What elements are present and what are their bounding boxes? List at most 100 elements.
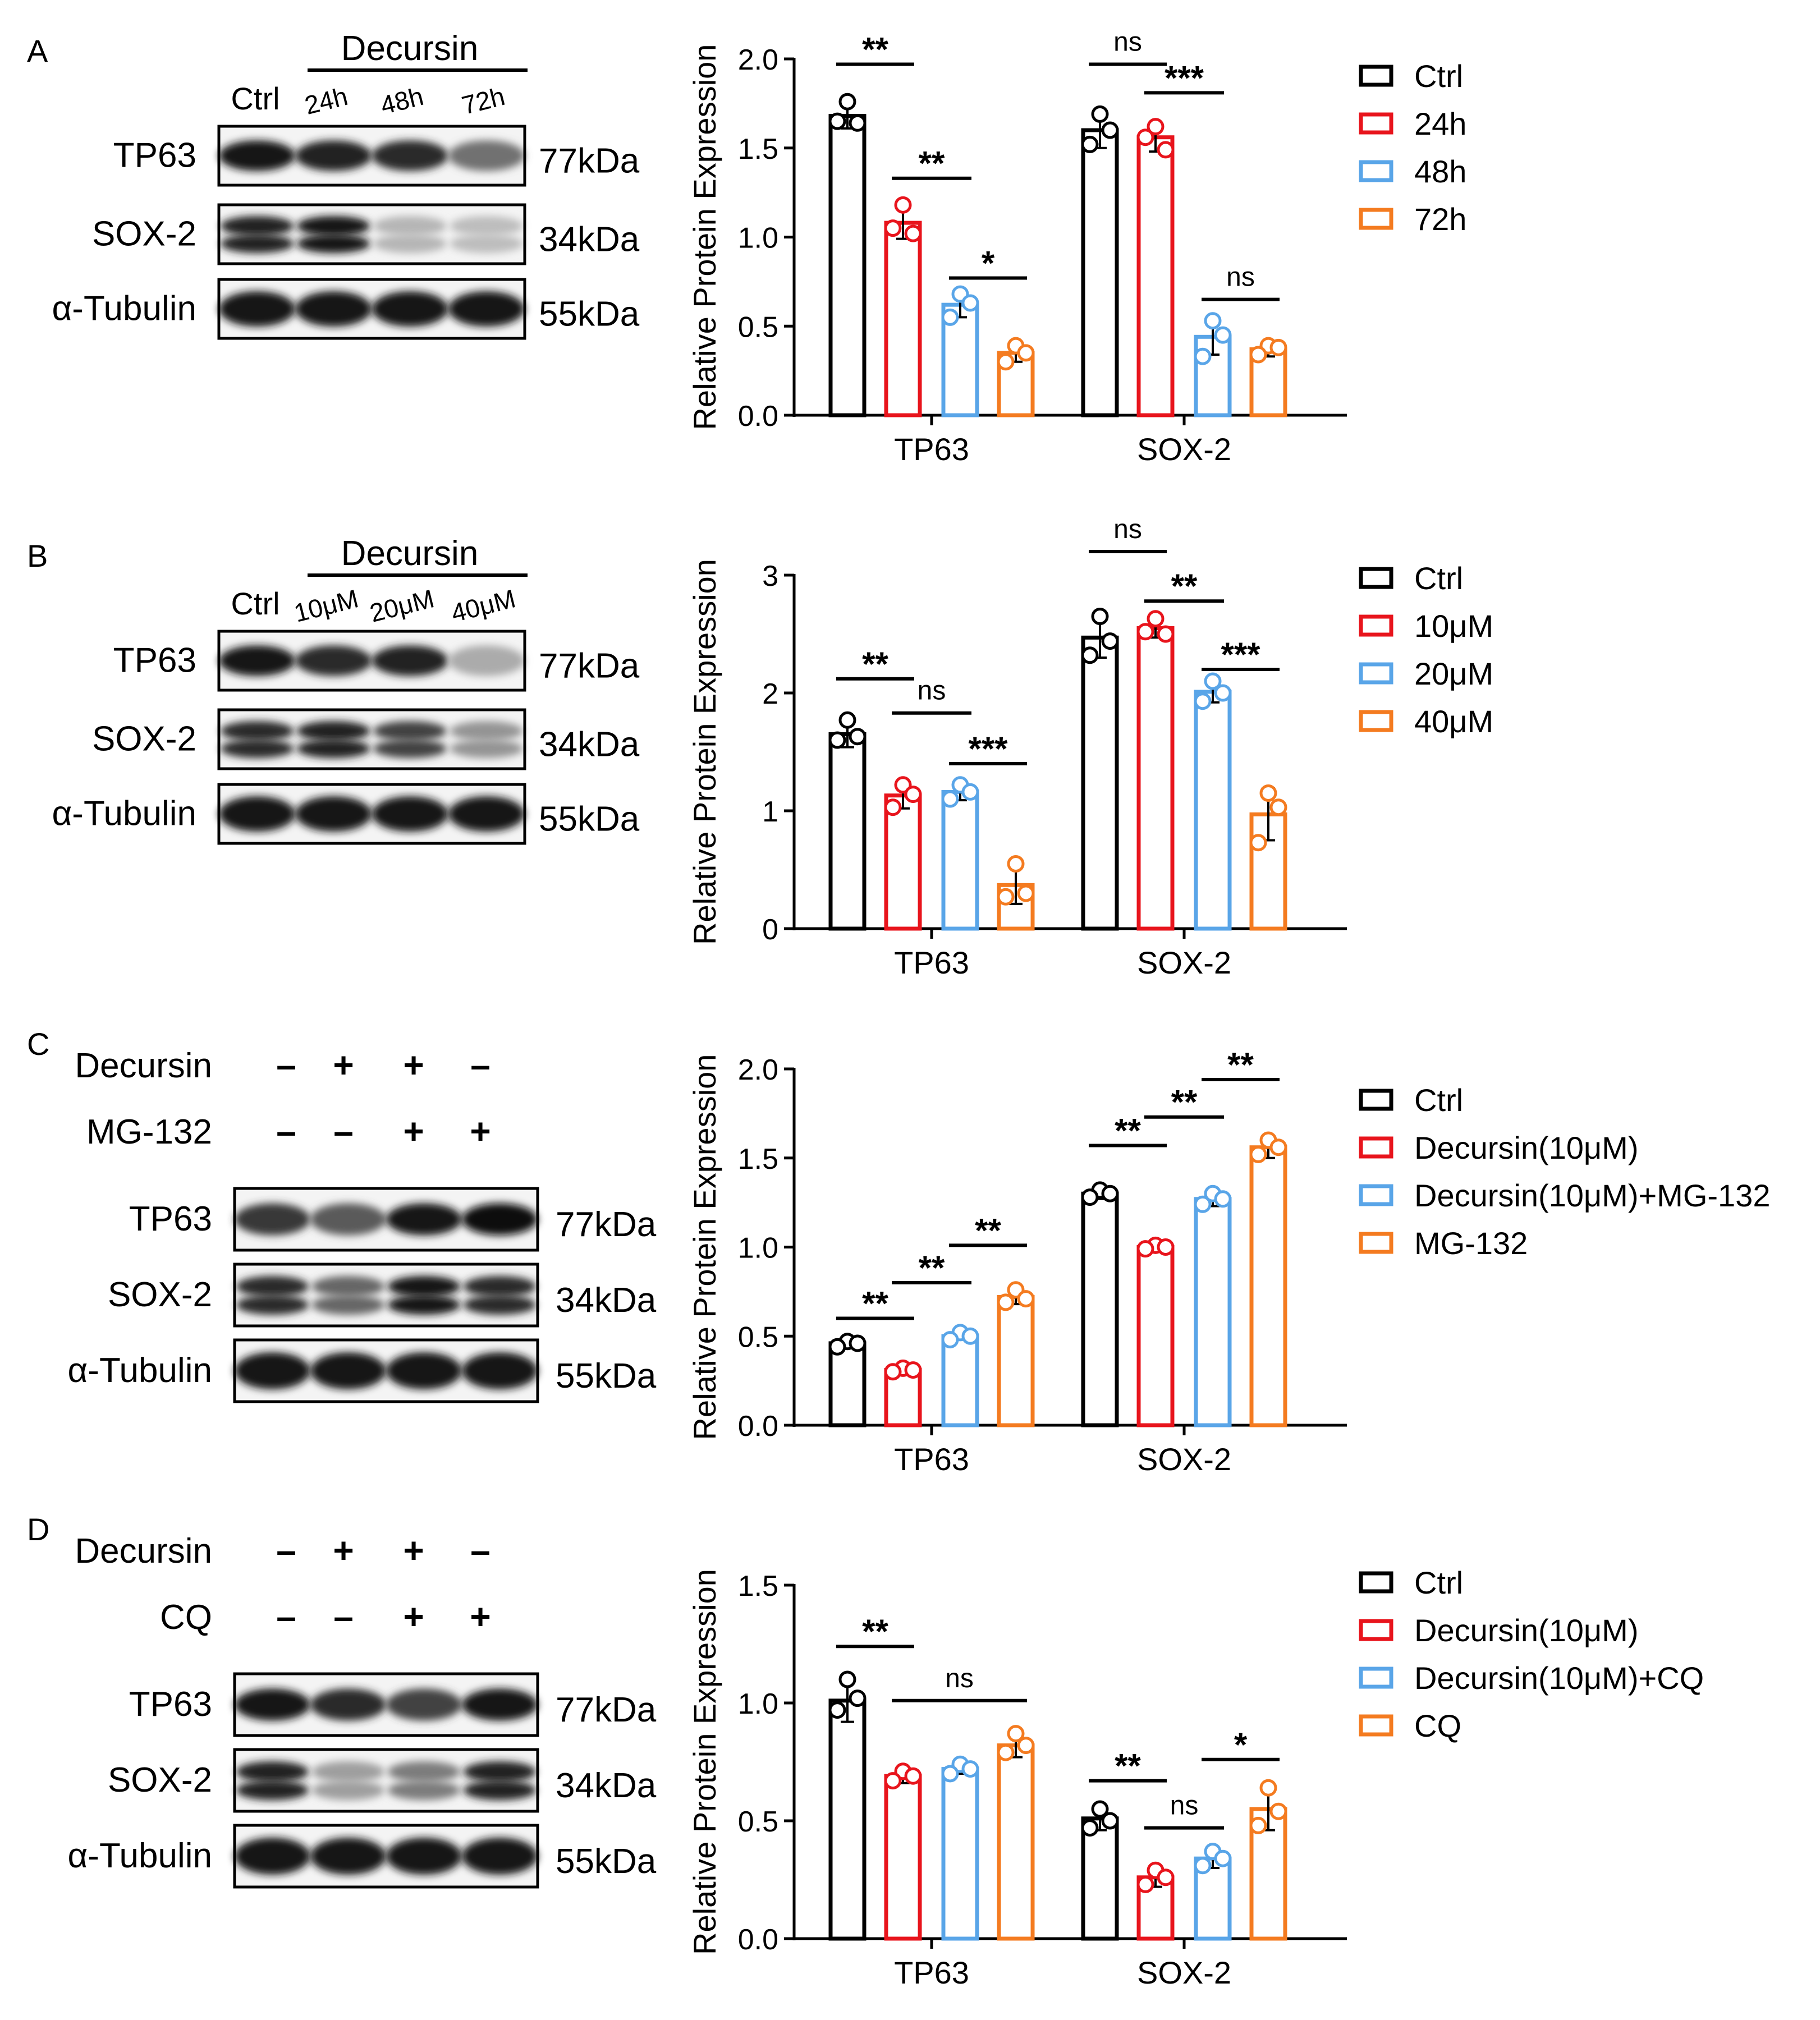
legend-swatch bbox=[1359, 160, 1393, 182]
legend-swatch bbox=[1359, 614, 1393, 637]
data-point bbox=[1081, 646, 1099, 664]
x-category-label: SOX-2 bbox=[1137, 431, 1231, 467]
bar bbox=[941, 789, 979, 931]
plus-mark: + bbox=[403, 1045, 424, 1085]
blot-band bbox=[219, 291, 296, 327]
data-point bbox=[1091, 608, 1109, 625]
treatment-label: MG-132 bbox=[86, 1113, 212, 1151]
blot-band bbox=[450, 720, 524, 741]
legend-label: 10μM bbox=[1414, 608, 1493, 644]
bar bbox=[1136, 135, 1175, 417]
bar bbox=[828, 114, 867, 417]
y-tick-label: 0.5 bbox=[738, 311, 778, 343]
blot-band bbox=[463, 1761, 537, 1783]
legend-label: CQ bbox=[1414, 1708, 1461, 1743]
blot-band bbox=[296, 739, 370, 759]
minus-mark: – bbox=[276, 1111, 296, 1151]
bar bbox=[1081, 635, 1119, 931]
y-tick-label: 1.5 bbox=[738, 133, 778, 166]
legend-swatch bbox=[1359, 112, 1393, 135]
blot-band bbox=[311, 1761, 385, 1783]
treatment-label: Decursin bbox=[75, 1532, 212, 1571]
significance-label: ** bbox=[1227, 1046, 1254, 1084]
x-category-label: SOX-2 bbox=[1137, 1441, 1231, 1477]
blot-band bbox=[373, 234, 447, 254]
y-axis-label: Relative Protein Expression bbox=[687, 1569, 722, 1955]
data-point bbox=[1214, 326, 1232, 344]
y-tick-label: 1.0 bbox=[738, 1232, 778, 1265]
legend-label: Decursin(10μM) bbox=[1414, 1613, 1638, 1648]
data-point bbox=[1091, 1800, 1109, 1818]
data-point bbox=[849, 1690, 867, 1707]
blot-band bbox=[450, 215, 524, 236]
data-point bbox=[1017, 344, 1035, 362]
data-point bbox=[1157, 141, 1175, 159]
blot-band bbox=[311, 1295, 385, 1315]
y-tick-label: 3 bbox=[762, 560, 778, 593]
bar-chart: 0.0 0.5 1.0 1.5 2.0 Relative Protein Expressi… bbox=[687, 27, 1347, 467]
y-tick-label: 0.0 bbox=[738, 1410, 778, 1443]
blot-band bbox=[387, 1761, 461, 1783]
y-axis-label: Relative Protein Expression bbox=[687, 1054, 722, 1440]
significance-label: ** bbox=[1171, 1084, 1198, 1121]
data-point bbox=[1194, 347, 1212, 365]
legend-swatch bbox=[1359, 1571, 1393, 1594]
data-point bbox=[961, 783, 979, 801]
data-point bbox=[997, 1293, 1015, 1311]
y-tick-label: 0.5 bbox=[738, 1806, 778, 1838]
data-point bbox=[941, 1765, 959, 1783]
blot-band bbox=[311, 1275, 385, 1297]
blot-header-label: Decursin bbox=[341, 29, 479, 68]
blot-band bbox=[219, 645, 296, 676]
blot-strip-tp63 bbox=[217, 630, 526, 692]
data-point bbox=[1081, 1188, 1099, 1206]
bar-chart: 0.0 0.5 1.0 1.5 2.0 Relative Protein Expressi… bbox=[687, 1046, 1347, 1477]
blot-strip-border bbox=[233, 1748, 539, 1813]
bar bbox=[997, 1294, 1035, 1427]
kda-label: 55kDa bbox=[556, 1357, 657, 1395]
data-point bbox=[849, 114, 867, 132]
legend-swatch bbox=[1359, 1136, 1393, 1159]
data-point bbox=[1269, 1138, 1287, 1156]
legend-swatch bbox=[1359, 710, 1393, 732]
data-point bbox=[1259, 1779, 1277, 1797]
data-point bbox=[1007, 855, 1025, 873]
plus-mark: + bbox=[470, 1596, 490, 1637]
plus-mark: + bbox=[333, 1045, 354, 1085]
y-tick-label: 1.0 bbox=[738, 222, 778, 255]
plus-mark: + bbox=[403, 1596, 424, 1637]
blot-band bbox=[372, 645, 448, 676]
blot-band bbox=[236, 1761, 309, 1783]
treatment-label: CQ bbox=[160, 1598, 212, 1637]
significance-label: ** bbox=[862, 31, 888, 68]
data-point bbox=[1101, 121, 1119, 139]
plus-mark: + bbox=[403, 1530, 424, 1571]
blot-strip-tubulin bbox=[217, 783, 526, 845]
band-label: TP63 bbox=[129, 1200, 212, 1238]
minus-mark: – bbox=[470, 1530, 490, 1571]
legend-label: Decursin(10μM)+CQ bbox=[1414, 1660, 1704, 1696]
plus-mark: + bbox=[333, 1530, 354, 1571]
legend-swatch bbox=[1359, 1232, 1393, 1254]
blot-band bbox=[310, 1838, 386, 1875]
y-tick-label: 1.0 bbox=[738, 1688, 778, 1720]
data-point bbox=[1249, 1816, 1267, 1834]
y-tick-label: 0 bbox=[762, 913, 778, 946]
plus-mark: + bbox=[470, 1111, 490, 1151]
band-label: α-Tubulin bbox=[67, 1837, 212, 1875]
blot-band bbox=[236, 1295, 309, 1315]
significance-label: ** bbox=[862, 645, 888, 683]
significance-label: ** bbox=[1115, 1112, 1141, 1150]
legend-label: 72h bbox=[1414, 201, 1466, 237]
x-category-label: SOX-2 bbox=[1137, 945, 1231, 980]
blot-band bbox=[236, 1780, 309, 1801]
significance-label: ns bbox=[945, 1664, 974, 1693]
data-point bbox=[1147, 118, 1165, 136]
bar bbox=[1194, 1197, 1232, 1427]
significance-label: ** bbox=[1115, 1747, 1141, 1785]
data-point bbox=[1017, 1737, 1035, 1755]
kda-label: 77kDa bbox=[539, 647, 640, 686]
blot-band bbox=[235, 1838, 310, 1875]
blot-band bbox=[387, 1780, 461, 1801]
blot-strip-border bbox=[217, 630, 526, 692]
